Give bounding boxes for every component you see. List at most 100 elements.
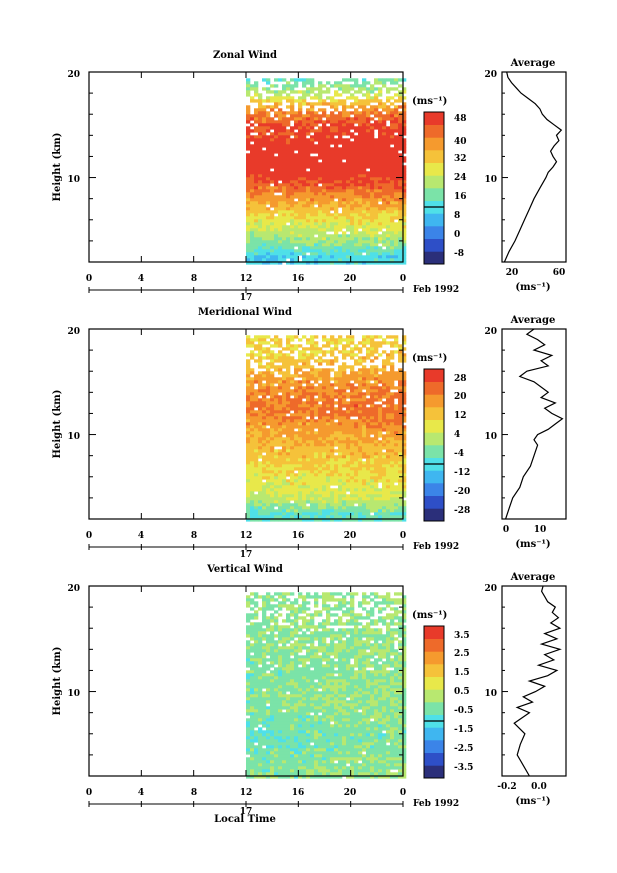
heatmap-cell — [358, 371, 363, 375]
heatmap-cell — [310, 335, 315, 339]
heatmap-cell — [342, 395, 347, 399]
heatmap-cell — [314, 518, 319, 522]
heatmap-cell — [338, 150, 343, 154]
heatmap-cell — [274, 598, 279, 602]
heatmap-cell — [350, 96, 355, 100]
heatmap-cell — [274, 105, 279, 109]
heatmap-cell — [390, 422, 395, 426]
heatmap-cell — [366, 488, 371, 492]
heatmap-cell — [326, 440, 331, 444]
heatmap-cell — [354, 219, 359, 223]
heatmap-cell — [286, 422, 291, 426]
heatmap-cell — [370, 153, 375, 157]
heatmap-cell — [318, 189, 323, 193]
heatmap-cell — [390, 87, 395, 91]
heatmap-cell — [274, 422, 279, 426]
heatmap-cell — [314, 216, 319, 220]
heatmap-cell — [398, 497, 403, 501]
heatmap-cell — [310, 631, 315, 635]
heatmap-cell — [258, 168, 263, 172]
heatmap-cell — [258, 141, 263, 145]
heatmap-cell — [254, 147, 259, 151]
heatmap-cell — [326, 434, 331, 438]
heatmap-cell — [314, 120, 319, 124]
heatmap-cell — [386, 601, 391, 605]
heatmap-cell — [266, 592, 271, 596]
heatmap-cell — [334, 619, 339, 623]
heatmap-cell — [298, 470, 303, 474]
heatmap-cell — [398, 449, 403, 453]
heatmap-cell — [390, 425, 395, 429]
heatmap-cell — [318, 377, 323, 381]
heatmap-cell — [370, 210, 375, 214]
heatmap-cell — [350, 123, 355, 127]
heatmap-cell — [266, 380, 271, 384]
heatmap-cell — [346, 240, 351, 244]
heatmap-cell — [386, 622, 391, 626]
heatmap-cell — [302, 467, 307, 471]
heatmap-cell — [250, 392, 255, 396]
heatmap-cell — [246, 482, 251, 486]
heatmap-cell — [350, 428, 355, 432]
heatmap-cell — [346, 506, 351, 510]
heatmap-cell — [402, 177, 407, 181]
heatmap-cell — [246, 255, 251, 259]
heatmap-cell — [306, 404, 311, 408]
heatmap-cell — [366, 132, 371, 136]
heatmap-cell — [354, 419, 359, 423]
heatmap-cell — [342, 123, 347, 127]
heatmap-cell — [402, 231, 407, 235]
heatmap-cell — [358, 156, 363, 160]
heatmap-cell — [274, 240, 279, 244]
heatmap-cell — [390, 619, 395, 623]
heatmap-cell — [342, 192, 347, 196]
heatmap-cell — [306, 153, 311, 157]
heatmap-cell — [382, 78, 387, 82]
heatmap-cell — [306, 470, 311, 474]
heatmap-cell — [262, 204, 267, 208]
heatmap-cell — [362, 607, 367, 611]
heatmap-cell — [354, 488, 359, 492]
heatmap-cell — [266, 144, 271, 148]
heatmap-cell — [358, 413, 363, 417]
heatmap-cell — [386, 225, 391, 229]
heatmap-cell — [402, 512, 407, 516]
heatmap-cell — [390, 138, 395, 142]
heatmap-cell — [402, 347, 407, 351]
heatmap-cell — [386, 180, 391, 184]
heatmap-cell — [398, 592, 403, 596]
heatmap-cell — [394, 117, 399, 121]
heatmap-cell — [322, 431, 327, 435]
heatmap-cell — [342, 347, 347, 351]
heatmap-cell — [374, 410, 379, 414]
heatmap-cell — [246, 512, 251, 516]
heatmap-cell — [314, 114, 319, 118]
heatmap-cell — [270, 383, 275, 387]
heatmap-cell — [274, 120, 279, 124]
heatmap-cell — [330, 598, 335, 602]
heatmap-cell — [346, 374, 351, 378]
heatmap-cell — [378, 443, 383, 447]
heatmap-cell — [274, 210, 279, 214]
heatmap-cell — [290, 461, 295, 465]
heatmap-cell — [254, 225, 259, 229]
heatmap-cell — [286, 598, 291, 602]
heatmap-cell — [366, 180, 371, 184]
heatmap-cell — [370, 619, 375, 623]
heatmap-cell — [310, 81, 315, 85]
heatmap-cell — [402, 225, 407, 229]
heatmap-cell — [346, 622, 351, 626]
heatmap-cell — [282, 631, 287, 635]
heatmap-cell — [322, 180, 327, 184]
heatmap-cell — [358, 359, 363, 363]
heatmap-cell — [366, 252, 371, 256]
heatmap-cell — [382, 413, 387, 417]
heatmap-cell — [262, 467, 267, 471]
heatmap-cell — [350, 174, 355, 178]
heatmap-cell — [374, 601, 379, 605]
heatmap-cell — [338, 165, 343, 169]
heatmap-cell — [322, 488, 327, 492]
heatmap-cell — [326, 443, 331, 447]
heatmap-cell — [306, 174, 311, 178]
heatmap-cell — [262, 138, 267, 142]
